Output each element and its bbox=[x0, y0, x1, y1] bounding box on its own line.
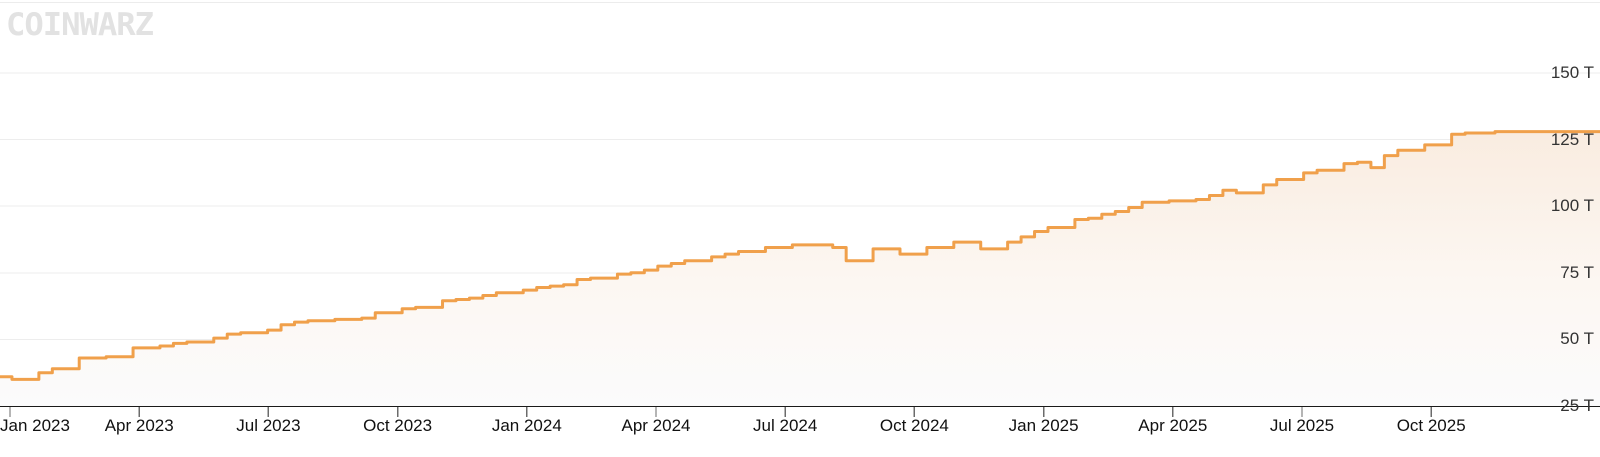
x-axis-label-3: Oct 2023 bbox=[363, 416, 433, 435]
difficulty-line-path bbox=[0, 130, 1600, 381]
x-axis-label-11: Oct 2025 bbox=[1396, 416, 1466, 435]
top-divider bbox=[0, 2, 1600, 3]
x-axis-label-6: Jul 2024 bbox=[753, 416, 818, 435]
y-axis-label-25: 25 T bbox=[1560, 396, 1594, 415]
x-axis-label-5: Apr 2024 bbox=[621, 416, 691, 435]
y-axis-label-125: 125 T bbox=[1550, 129, 1594, 149]
y-axis-label-50: 50 T bbox=[1560, 329, 1594, 349]
chart-area-fill bbox=[0, 131, 1600, 407]
y-axis-label-150: 150 T bbox=[1550, 63, 1594, 82]
x-axis-label-0: Jan 2023 bbox=[0, 416, 70, 435]
x-axis-label-4: Jan 2024 bbox=[491, 416, 562, 435]
area-fill-path bbox=[0, 131, 1600, 407]
coinwarz-watermark-logo: COINWARZ bbox=[6, 7, 154, 43]
x-axis-label-7: Oct 2024 bbox=[879, 416, 949, 435]
y-axis-label-75: 75 T bbox=[1560, 262, 1594, 282]
x-axis-label-1: Apr 2023 bbox=[104, 416, 174, 435]
y-axis-label-100: 100 T bbox=[1550, 196, 1594, 216]
x-axis-line bbox=[0, 406, 1600, 407]
chart-x-tick-marks bbox=[9, 406, 1432, 417]
x-axis-label-8: Jan 2025 bbox=[1008, 416, 1079, 435]
x-axis-label-9: Apr 2025 bbox=[1138, 416, 1208, 435]
x-axis-label-2: Jul 2023 bbox=[236, 416, 301, 435]
chart-data-line bbox=[0, 130, 1600, 381]
x-axis-label-10: Jul 2025 bbox=[1269, 416, 1335, 435]
